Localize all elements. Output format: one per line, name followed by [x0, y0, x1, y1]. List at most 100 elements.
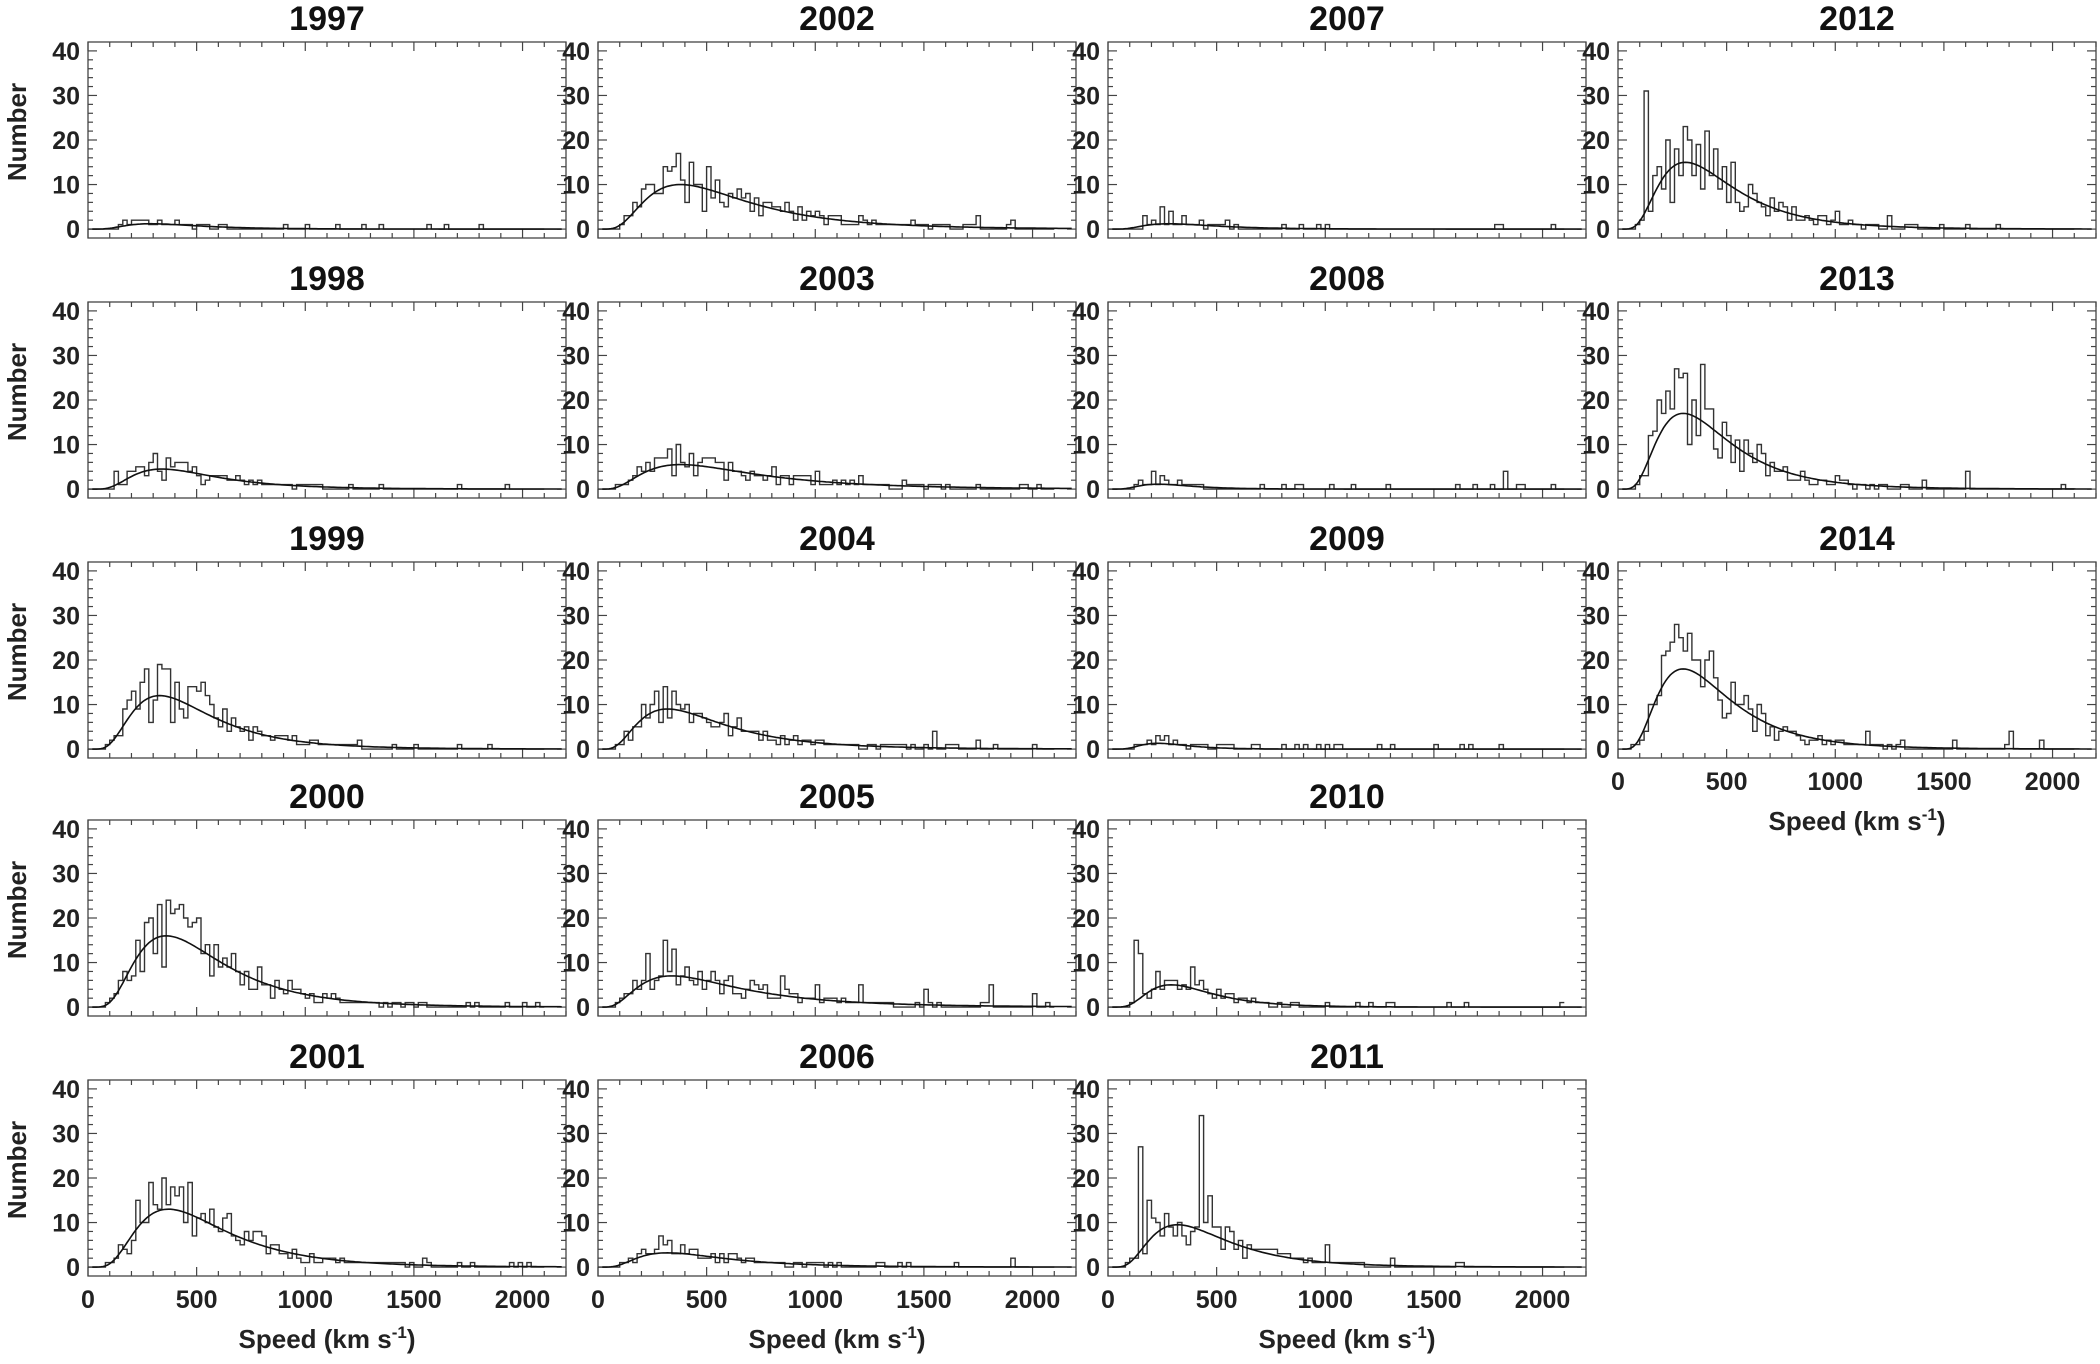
y-tick-label: 10	[562, 172, 590, 200]
y-tick-label: 10	[52, 692, 80, 720]
y-tick-label: 20	[562, 905, 590, 933]
y-tick-label: 40	[1072, 1076, 1100, 1104]
plot-frame	[1617, 301, 2097, 499]
y-tick-label: 0	[576, 1254, 590, 1282]
plot-frame	[87, 819, 567, 1017]
y-tick-label: 30	[562, 860, 590, 888]
histogram-series	[598, 686, 1055, 750]
panel-2008: 2008 0 10 20 30 40	[1072, 260, 1587, 504]
panel-1998: 1998 0 10 20 30 40 Number	[2, 260, 567, 504]
y-tick-label: 40	[1072, 558, 1100, 586]
histogram-series	[1618, 363, 2075, 490]
histogram-series	[598, 152, 1055, 230]
y-tick-label: 10	[1072, 1210, 1100, 1238]
y-tick-label: 20	[52, 127, 80, 155]
panel-2010: 2010 0 10 20 30 40	[1072, 778, 1587, 1022]
y-tick-label: 10	[52, 172, 80, 200]
panel-2001: 2001 0 10 20 30 40 Number 0 500 1000 1500 2000 Speed…	[2, 1038, 567, 1354]
y-tick-label: 30	[52, 1120, 80, 1148]
y-tick-label: 10	[562, 1210, 590, 1238]
y-tick-label: 0	[1596, 736, 1610, 764]
panel-title: 2008	[1309, 260, 1385, 298]
histogram-series	[1108, 735, 1565, 750]
x-axis-label: Speed (km s-1)	[239, 1323, 416, 1354]
x-tick-label: 1000	[277, 1286, 333, 1314]
y-tick-label: 10	[1072, 432, 1100, 460]
y-tick-label: 40	[52, 558, 80, 586]
plot-frame	[597, 301, 1077, 499]
panel-title: 1999	[289, 520, 365, 558]
histogram-series	[1108, 1114, 1565, 1268]
panel-title: 2009	[1309, 520, 1385, 558]
fit-curve	[92, 1208, 562, 1268]
y-tick-label: 40	[562, 558, 590, 586]
x-tick-label: 0	[591, 1286, 605, 1314]
y-tick-label: 10	[52, 950, 80, 978]
y-tick-label: 20	[52, 387, 80, 415]
y-axis-label: Number	[2, 861, 32, 959]
y-tick-label: 40	[562, 298, 590, 326]
y-tick-label: 10	[1072, 950, 1100, 978]
fit-curve	[92, 694, 562, 750]
y-tick-label: 0	[1596, 476, 1610, 504]
histogram-series	[598, 939, 1055, 1008]
y-tick-label: 20	[52, 647, 80, 675]
x-tick-label: 1000	[1807, 768, 1863, 796]
x-tick-label: 500	[1706, 768, 1748, 796]
y-axis-label: Number	[2, 1121, 32, 1219]
x-tick-label: 500	[1196, 1286, 1238, 1314]
y-tick-label: 40	[1072, 38, 1100, 66]
y-tick-label: 0	[576, 476, 590, 504]
y-tick-label: 0	[1086, 216, 1100, 244]
x-axis-label: Speed (km s-1)	[1259, 1323, 1436, 1354]
panel-2012: 2012 0 10 20 30 40	[1582, 0, 2097, 244]
y-axis-label: Number	[2, 83, 32, 181]
y-tick-label: 20	[1072, 1165, 1100, 1193]
y-tick-label: 30	[1072, 1120, 1100, 1148]
fit-curve	[1622, 668, 2092, 750]
y-tick-label: 40	[1582, 38, 1610, 66]
y-tick-label: 20	[1072, 905, 1100, 933]
y-tick-label: 40	[52, 1076, 80, 1104]
y-tick-label: 40	[52, 816, 80, 844]
y-tick-label: 0	[66, 1254, 80, 1282]
x-tick-label: 1000	[787, 1286, 843, 1314]
plot-frame	[1107, 819, 1587, 1017]
fit-curve	[602, 183, 1072, 230]
y-tick-label: 10	[562, 692, 590, 720]
panel-title: 2007	[1309, 0, 1385, 38]
panel-title: 2013	[1819, 260, 1895, 298]
fit-curve	[1112, 983, 1582, 1008]
fit-curve	[602, 463, 1072, 490]
panel-title: 1997	[289, 0, 365, 38]
y-tick-label: 30	[1072, 82, 1100, 110]
panel-2004: 2004 0 10 20 30 40	[562, 520, 1077, 764]
y-tick-label: 0	[66, 736, 80, 764]
panel-title: 2010	[1309, 778, 1385, 816]
y-tick-label: 0	[1086, 994, 1100, 1022]
plot-frame	[1617, 561, 2097, 759]
x-tick-label: 1500	[1916, 768, 1972, 796]
y-tick-label: 40	[562, 1076, 590, 1104]
y-axis-label: Number	[2, 343, 32, 441]
y-tick-label: 30	[1582, 342, 1610, 370]
x-tick-label: 2000	[495, 1286, 551, 1314]
y-tick-label: 0	[576, 736, 590, 764]
panel-title: 2011	[1310, 1038, 1384, 1076]
y-tick-label: 40	[1582, 558, 1610, 586]
plot-frame	[87, 41, 567, 239]
panel-2014: 2014 0 10 20 30 40 0 500 1000 1500 2000 Speed (km s…	[1582, 520, 2097, 836]
y-tick-label: 0	[66, 476, 80, 504]
histogram-series	[88, 663, 545, 750]
plot-frame	[1107, 301, 1587, 499]
fit-curve	[1112, 222, 1582, 230]
plot-frame	[597, 561, 1077, 759]
fit-curve	[1112, 1224, 1582, 1268]
y-tick-label: 30	[562, 342, 590, 370]
y-tick-label: 30	[52, 342, 80, 370]
histogram-series	[1618, 623, 2075, 750]
histogram-series	[1108, 939, 1565, 1008]
panel-2006: 2006 0 10 20 30 40 0 500 1000 1500 2000 Speed (km s…	[562, 1038, 1077, 1354]
y-tick-label: 20	[1582, 387, 1610, 415]
panel-title: 2006	[799, 1038, 875, 1076]
